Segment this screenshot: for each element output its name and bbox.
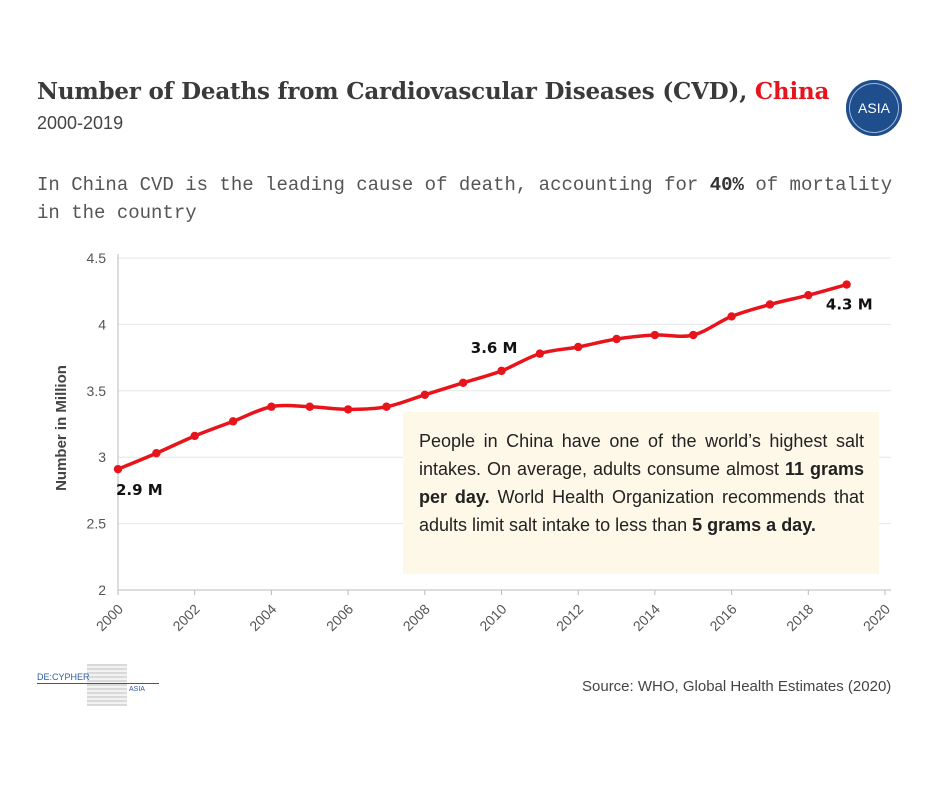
source-credit: Source: WHO, Global Health Estimates (20… xyxy=(582,678,892,695)
data-point xyxy=(343,405,353,414)
y-tick-label: 3.5 xyxy=(87,383,107,399)
title-main: Number of Deaths from Cardiovascular Dis… xyxy=(37,78,755,105)
logo-rule xyxy=(37,683,159,684)
chart-series xyxy=(113,280,851,474)
data-point xyxy=(228,417,238,426)
y-tick-label: 2.5 xyxy=(87,516,107,532)
data-point xyxy=(382,402,391,411)
data-point xyxy=(458,378,468,388)
data-point xyxy=(650,330,660,340)
note-bold-1: 11 grams per day. xyxy=(419,459,865,507)
data-point xyxy=(689,330,698,340)
data-label: 3.6 M xyxy=(471,339,518,357)
x-tick-label: 2008 xyxy=(400,601,433,634)
x-tick-label: 2018 xyxy=(783,601,816,634)
note-text-1: People in China have one of the world’s … xyxy=(419,431,864,479)
asia-badge-logo: ASIA xyxy=(846,80,902,136)
chart-title: Number of Deaths from Cardiovascular Dis… xyxy=(37,78,829,105)
title-country: China xyxy=(754,78,830,105)
data-label: 2.9 M xyxy=(116,481,163,499)
decypher-asia-logo: DE:CYPHER ASIA xyxy=(37,664,159,706)
data-point xyxy=(497,366,506,376)
y-tick-label: 2 xyxy=(98,582,106,598)
lead-text: In China CVD is the leading cause of dea… xyxy=(37,171,897,227)
x-tick-label: 2020 xyxy=(860,601,893,634)
y-tick-label: 4 xyxy=(98,316,106,332)
chart-subtitle: 2000-2019 xyxy=(37,113,124,133)
y-tick-label: 3 xyxy=(98,449,106,465)
x-tick-label: 2004 xyxy=(246,601,279,634)
lead-after: of mortality in the country xyxy=(37,174,893,224)
data-point xyxy=(765,300,775,309)
data-point xyxy=(152,449,161,458)
note-bold-2: 5 grams a day. xyxy=(692,515,816,535)
data-point xyxy=(267,402,276,411)
y-tick-label: 4.5 xyxy=(87,250,107,266)
logo-text-left: DE:CYPHER xyxy=(37,672,90,682)
badge-label: ASIA xyxy=(858,100,890,116)
x-tick-label: 2002 xyxy=(169,601,202,634)
lead-before: In China CVD is the leading cause of dea… xyxy=(37,174,710,196)
note-text-2: World Health Organization recommends tha… xyxy=(419,487,864,535)
data-point xyxy=(612,334,621,344)
data-point xyxy=(190,431,199,441)
data-point xyxy=(420,390,429,399)
data-point xyxy=(804,290,813,300)
data-point xyxy=(574,342,583,352)
data-point xyxy=(842,280,851,289)
data-point xyxy=(113,464,123,474)
chart-labels: 2.9 M 3.6 M 4.3 M xyxy=(116,296,873,500)
salt-intake-note: People in China have one of the world’s … xyxy=(403,412,879,574)
y-axis-title: Number in Million xyxy=(53,365,70,491)
x-tick-label: 2016 xyxy=(706,601,739,634)
x-tick-label: 2014 xyxy=(630,601,663,634)
data-point xyxy=(305,402,314,411)
logo-grid-graphic xyxy=(87,664,127,706)
data-point xyxy=(535,349,545,358)
lead-highlight: 40% xyxy=(709,174,744,196)
x-tick-label: 2010 xyxy=(476,601,509,634)
x-tick-label: 2012 xyxy=(553,601,586,634)
data-point xyxy=(727,312,736,321)
x-tick-label: 2006 xyxy=(323,601,356,634)
x-tick-label: 2000 xyxy=(93,601,126,634)
logo-text-right: ASIA xyxy=(129,686,145,693)
data-label: 4.3 M xyxy=(826,296,873,314)
